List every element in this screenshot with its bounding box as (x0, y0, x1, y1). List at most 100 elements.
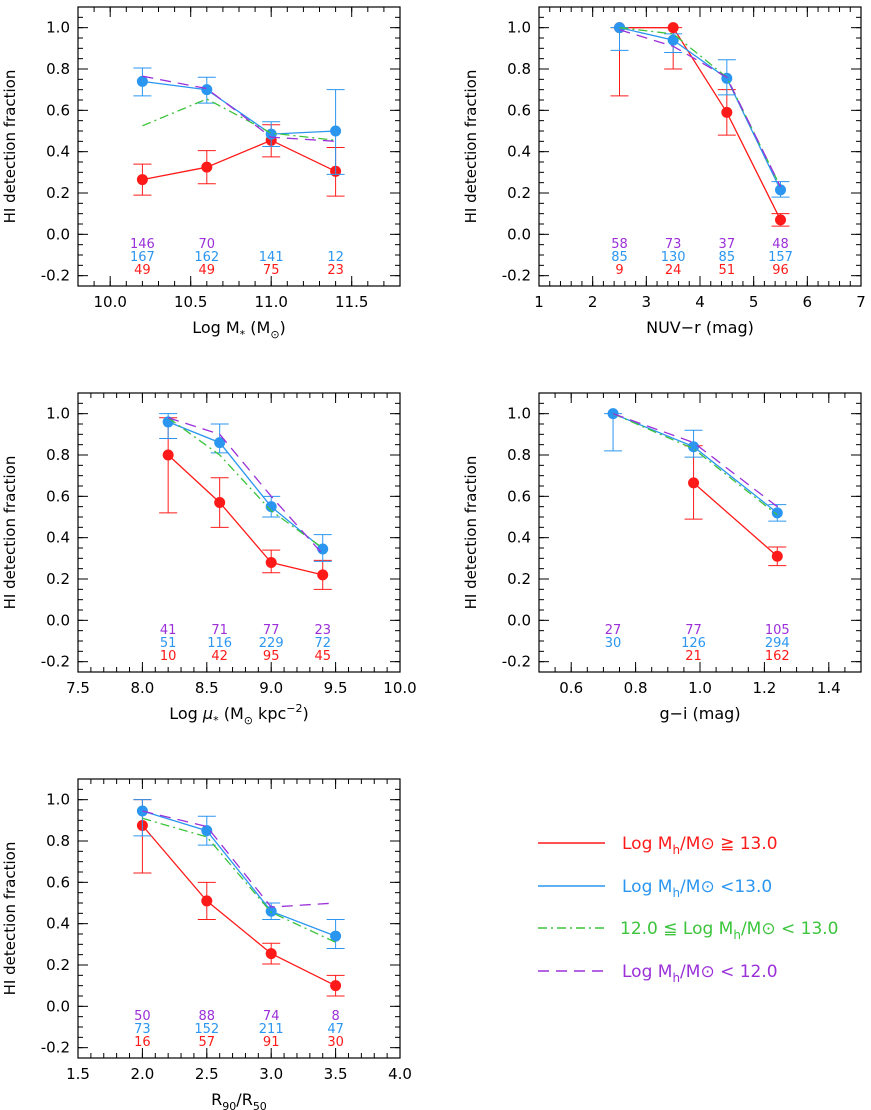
legend: Log Mh/M⊙ ≧ 13.0 Log Mh/M⊙ <13.0 12.0 ≦ … (538, 834, 839, 985)
legend-label-lowest-prefix: Log M (622, 962, 672, 982)
y-tick-label: -0.2 (502, 267, 531, 285)
series-line-low (142, 80, 336, 135)
x-tick-label: 1.4 (817, 679, 841, 697)
y-tick-label: 0.6 (46, 487, 70, 505)
x-tick-label: 1.2 (752, 679, 776, 697)
count-lowest-77: 77 (685, 623, 702, 638)
y-axis-label: HI detection fraction (1, 842, 19, 996)
series-line-lowest (142, 810, 336, 908)
series-line-mid (142, 817, 336, 943)
series-line-high (142, 139, 336, 181)
y-tick-label: 0.0 (46, 611, 70, 629)
y-tick-label: -0.2 (41, 1039, 70, 1057)
x-axis-label-part: 50 (253, 1100, 267, 1110)
data-point-high (201, 161, 213, 173)
count-low-152: 152 (194, 1022, 219, 1037)
legend-label-lowest: Log Mh/M⊙ < 12.0 (622, 962, 778, 985)
x-axis-label-part: ⊙ (244, 714, 253, 727)
y-tick-label: 1.0 (507, 19, 531, 37)
count-low-85: 85 (611, 250, 628, 265)
series-line-high (619, 27, 782, 221)
count-lowest-58: 58 (611, 237, 628, 252)
plot-frame (77, 392, 401, 673)
data-point-low (775, 184, 786, 196)
count-high-75: 75 (263, 263, 280, 278)
x-tick-label: 2.0 (130, 1065, 154, 1083)
x-axis-label-part: (M (219, 704, 244, 723)
legend-label-high-sub: h (672, 843, 680, 857)
x-axis-label-part: 90 (222, 1100, 236, 1110)
x-tick-label: 8.5 (195, 679, 219, 697)
x-axis-label-part: ) (280, 318, 286, 337)
x-tick-label: 10.5 (174, 293, 207, 311)
legend-label-low-suffix: /M⊙ <13.0 (680, 877, 772, 897)
x-tick-label: 8.0 (130, 679, 154, 697)
x-axis-label-part: Log (169, 704, 203, 723)
count-lowest-73: 73 (665, 237, 682, 252)
x-tick-label: 0.8 (624, 679, 648, 697)
data-point-high (214, 497, 226, 509)
plot-frame (77, 6, 401, 287)
x-tick-label: 1 (534, 293, 544, 311)
y-tick-label: 0.4 (507, 143, 531, 161)
count-high-10: 10 (160, 649, 177, 664)
count-low-85: 85 (719, 250, 736, 265)
y-tick-label: 1.0 (46, 19, 70, 37)
y-tick-label: 0.4 (507, 529, 531, 547)
data-point-high (771, 550, 783, 562)
y-tick-label: 0.8 (507, 60, 531, 78)
count-lowest-37: 37 (719, 237, 736, 252)
x-axis-label-part: g−i (mag) (659, 704, 740, 723)
y-axis-label: HI detection fraction (1, 70, 19, 224)
legend-label-low-sub: h (672, 886, 680, 900)
series-line-mid (619, 27, 782, 188)
data-point-low (771, 507, 783, 519)
x-tick-label: 0.6 (559, 679, 583, 697)
data-point-low (265, 501, 277, 513)
x-axis-label-part: NUV−r (mag) (646, 318, 754, 337)
count-high-57: 57 (199, 1035, 216, 1050)
data-point-high (265, 556, 277, 568)
y-tick-label: 1.0 (46, 791, 70, 809)
legend-label-lowest-suffix: /M⊙ < 12.0 (680, 962, 778, 982)
y-tick-label: 0.6 (507, 487, 531, 505)
legend-label-lowest-sub: h (672, 971, 680, 985)
y-axis-label: HI detection fraction (462, 456, 480, 610)
y-tick-label: 0.8 (46, 60, 70, 78)
x-axis-label-part: Log M (192, 318, 239, 337)
data-point-high (265, 948, 277, 960)
x-tick-label: 11.0 (254, 293, 287, 311)
x-tick-label: 4.0 (388, 1065, 412, 1083)
y-tick-label: 0.0 (507, 611, 531, 629)
count-low-162: 162 (194, 250, 219, 265)
x-tick-label: 9.0 (259, 679, 283, 697)
plot-frame (77, 778, 401, 1059)
data-point-low (136, 75, 148, 87)
count-lowest-105: 105 (765, 623, 790, 638)
legend-label-mid: 12.0 ≦ Log Mh/M⊙ < 13.0 (620, 919, 839, 942)
x-axis-label: NUV−r (mag) (646, 318, 754, 337)
count-high-49: 49 (134, 263, 151, 278)
y-tick-label: 0.4 (46, 915, 70, 933)
x-tick-label: 9.5 (324, 679, 348, 697)
count-high-9: 9 (615, 263, 623, 278)
series-line-mid (142, 98, 336, 141)
legend-label-high-prefix: Log M (622, 834, 672, 854)
panel-concentration: 1.5 2.0 2.5 3.0 3.5 4.0 -0.2 0.0 0.2 0.4 0.6 0.8 1.0… (1, 778, 412, 1110)
count-lowest-77: 77 (263, 623, 280, 638)
series-line-high (141, 825, 336, 987)
y-tick-label: 0.2 (507, 184, 531, 202)
x-tick-label: 7 (856, 293, 866, 311)
x-tick-label: 6 (803, 293, 813, 311)
y-tick-label: -0.2 (41, 653, 70, 671)
legend-label-high: Log Mh/M⊙ ≧ 13.0 (622, 834, 778, 857)
series-line-lowest (168, 417, 324, 555)
x-tick-label: 3.0 (259, 1065, 283, 1083)
legend-label-mid-sub: h (733, 928, 741, 942)
x-axis-label: Log μ* (M⊙ kpc−2) (169, 702, 309, 727)
y-tick-label: -0.2 (41, 267, 70, 285)
count-lowest-88: 88 (199, 1009, 216, 1024)
data-point-high (330, 980, 342, 992)
x-tick-label: 4 (695, 293, 705, 311)
